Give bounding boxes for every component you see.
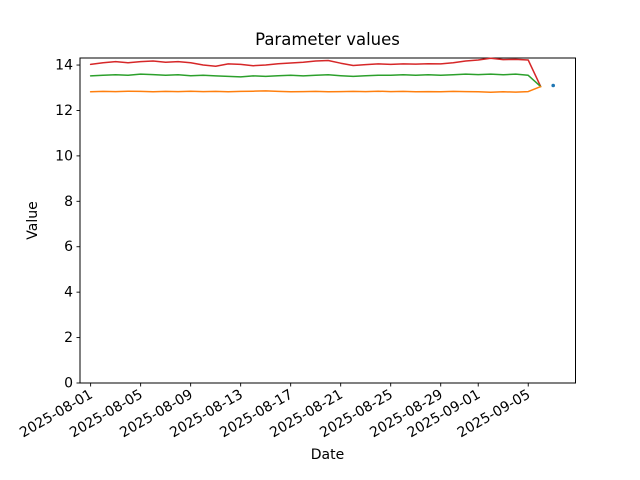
red-line <box>89 57 542 88</box>
orange-line <box>89 85 542 94</box>
y-tick-label: 2 <box>64 330 73 346</box>
y-tick-label: 14 <box>55 58 73 74</box>
y-tick-label: 6 <box>64 239 73 255</box>
blue-point <box>551 83 555 88</box>
x-axis-label: Date <box>311 447 344 463</box>
y-tick-label: 12 <box>55 103 73 119</box>
y-tick-label: 0 <box>64 376 73 392</box>
plot-area: 024681012142025-08-012025-08-052025-08-0… <box>17 57 576 441</box>
green-line <box>89 73 542 88</box>
axes-frame <box>79 57 576 384</box>
y-tick-label: 4 <box>64 285 73 301</box>
y-axis-label: Value <box>25 201 41 239</box>
y-tick-label: 10 <box>55 148 73 164</box>
chart-title: Parameter values <box>255 30 400 49</box>
y-tick-label: 8 <box>64 194 73 210</box>
